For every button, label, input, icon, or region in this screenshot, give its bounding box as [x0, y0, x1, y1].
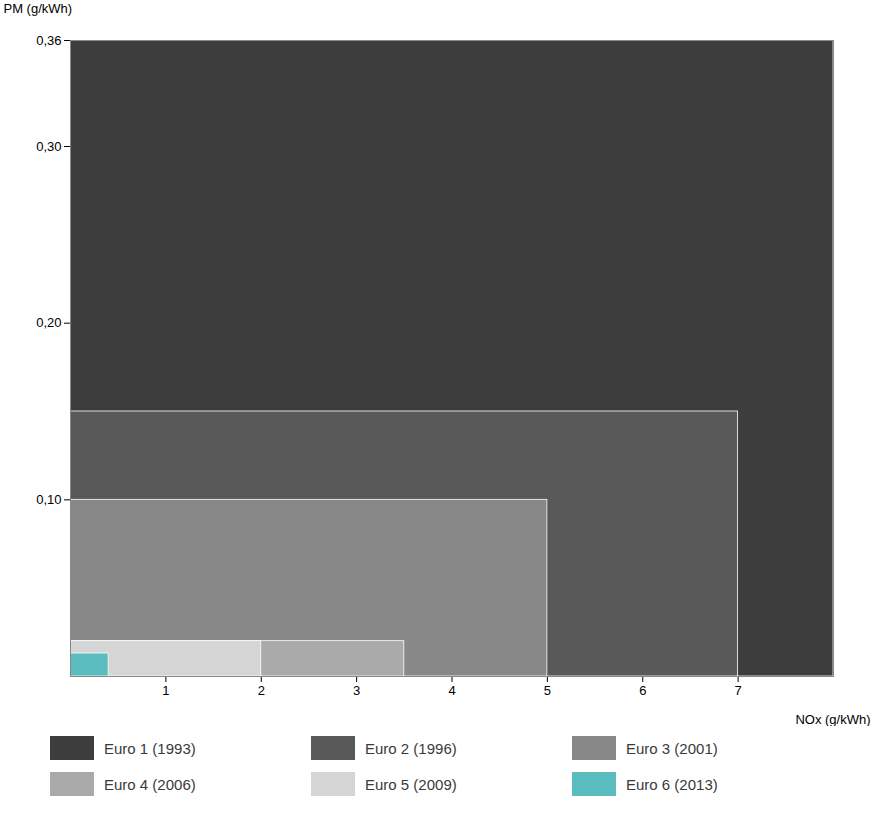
svg-text:PM (g/kWh): PM (g/kWh) — [4, 1, 73, 16]
html-text:Euro 3 (2001): Euro 3 (2001) — [626, 739, 718, 757]
svg-text:7: 7 — [735, 683, 742, 698]
html-text:Euro 1 (1993): Euro 1 (1993) — [104, 739, 196, 757]
html-text:Euro 5 (2009): Euro 5 (2009) — [365, 775, 457, 793]
svg-text:4: 4 — [448, 683, 455, 698]
html-text:Euro 4 (2006): Euro 4 (2006) — [104, 775, 196, 793]
svg-text:6: 6 — [639, 683, 646, 698]
html-text:Euro 2 (1996): Euro 2 (1996) — [365, 739, 457, 757]
svg-text:0,20: 0,20 — [36, 315, 61, 330]
svg-text:3: 3 — [353, 683, 360, 698]
svg-text:0,36: 0,36 — [36, 33, 61, 48]
svg-text:2: 2 — [258, 683, 265, 698]
svg-text:0,10: 0,10 — [36, 492, 61, 507]
svg-text:5: 5 — [544, 683, 551, 698]
svg-text:0,30: 0,30 — [36, 139, 61, 154]
html-text:Euro 6 (2013): Euro 6 (2013) — [626, 775, 718, 793]
svg-text:1: 1 — [162, 683, 169, 698]
svg-text:NOx (g/kWh): NOx (g/kWh) — [795, 712, 870, 727]
